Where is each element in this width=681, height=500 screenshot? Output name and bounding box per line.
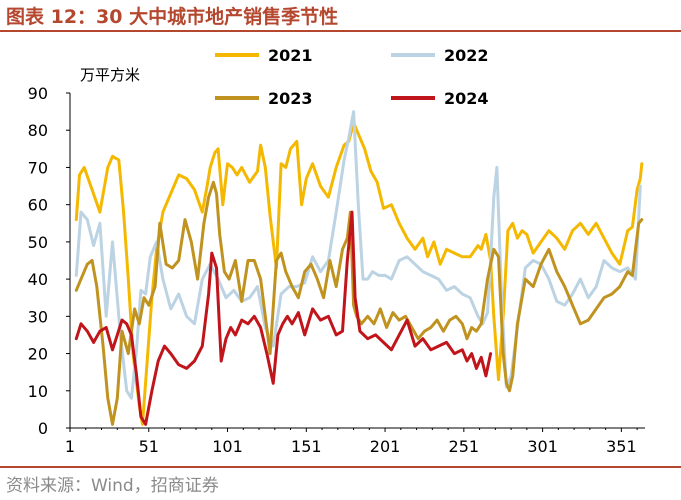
series-line-2024 [74,210,493,426]
y-tick-label: 80 [28,121,48,140]
y-tick-label: 70 [28,158,48,177]
title-underline [0,30,681,32]
series-line-2022 [74,110,642,400]
x-tick-label: 201 [370,437,401,456]
series-line-2023 [74,180,644,426]
legend-label-2024: 2024 [444,89,489,108]
y-axis-unit-label: 万平方米 [80,66,140,84]
figure-title: 图表 12：30 大中城市地产销售季节性 [6,6,339,28]
x-tick-label: 101 [212,437,243,456]
y-tick-label: 30 [28,307,48,326]
x-tick-label: 51 [139,437,159,456]
y-tick-label: 40 [28,270,48,289]
source-note: 资料来源：Wind，招商证券 [6,476,219,496]
y-tick-label: 20 [28,345,48,364]
source-overline [0,466,681,468]
legend-label-2021: 2021 [268,46,313,65]
y-tick-label: 50 [28,233,48,252]
y-tick-label: 90 [28,84,48,103]
legend-label-2022: 2022 [444,46,489,65]
x-tick-label: 301 [527,437,558,456]
y-tick-label: 10 [28,382,48,401]
y-tick-label: 60 [28,196,48,215]
x-tick-label: 351 [606,437,637,456]
x-tick-label: 251 [449,437,480,456]
y-tick-label: 0 [38,419,48,438]
chart-series [74,110,644,426]
x-tick-label: 151 [291,437,322,456]
legend-label-2023: 2023 [268,89,313,108]
chart-legend: 2021 2022 2023 2024 [215,46,489,108]
x-tick-label: 1 [65,437,75,456]
